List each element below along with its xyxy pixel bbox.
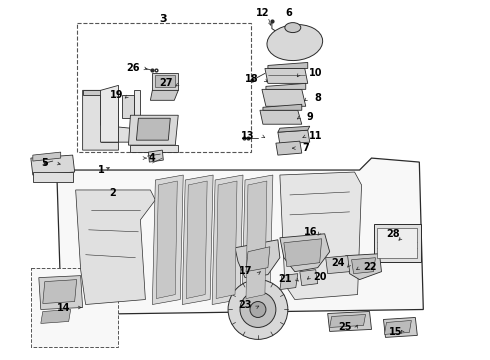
Text: 26: 26 [127,63,140,73]
Polygon shape [242,175,273,305]
Polygon shape [216,181,237,298]
Polygon shape [284,239,322,267]
Text: 13: 13 [241,131,255,141]
Polygon shape [136,118,171,140]
Ellipse shape [240,292,276,328]
Polygon shape [345,254,382,280]
Text: 12: 12 [256,8,270,18]
Polygon shape [280,234,330,272]
Polygon shape [280,172,362,300]
Polygon shape [83,90,100,95]
Text: 24: 24 [331,258,344,268]
Bar [373,224,421,262]
Polygon shape [263,104,302,110]
Bar [155,75,175,87]
Text: 15: 15 [389,327,402,337]
Polygon shape [300,270,318,285]
Polygon shape [100,95,119,142]
Text: 14: 14 [57,302,71,312]
Text: 9: 9 [306,112,313,122]
Text: 8: 8 [314,93,321,103]
Polygon shape [150,90,178,100]
Polygon shape [83,90,132,150]
Polygon shape [75,190,155,305]
Text: 2: 2 [109,188,116,198]
Text: 21: 21 [278,274,292,284]
Polygon shape [278,130,310,144]
Polygon shape [384,318,417,337]
Polygon shape [41,310,71,323]
Polygon shape [328,311,371,332]
Polygon shape [33,172,73,182]
Polygon shape [100,85,119,142]
Ellipse shape [228,280,288,339]
Bar [31,268,119,347]
Polygon shape [266,84,306,89]
Polygon shape [385,320,412,334]
Polygon shape [276,141,302,155]
Ellipse shape [250,302,266,318]
Text: 27: 27 [160,78,173,88]
Bar [76,23,251,152]
Text: 20: 20 [313,272,326,282]
Text: 19: 19 [110,90,123,100]
Text: 3: 3 [160,14,167,24]
Polygon shape [246,181,267,298]
Polygon shape [33,152,61,161]
Text: 7: 7 [302,143,309,153]
Text: 16: 16 [304,227,318,237]
Polygon shape [326,256,349,274]
Polygon shape [148,150,163,162]
Ellipse shape [285,23,301,32]
Text: 1: 1 [98,165,105,175]
Polygon shape [130,145,178,152]
Polygon shape [182,175,213,305]
Polygon shape [152,73,178,90]
Text: 28: 28 [387,229,400,239]
Text: 10: 10 [309,68,322,78]
Polygon shape [39,276,83,310]
Text: 5: 5 [41,158,48,168]
Text: 4: 4 [149,153,156,163]
Polygon shape [43,280,76,303]
Polygon shape [134,90,141,118]
Polygon shape [330,315,366,328]
Polygon shape [262,89,306,106]
Polygon shape [31,155,74,175]
Text: 11: 11 [309,131,322,141]
Polygon shape [152,175,183,305]
Polygon shape [265,68,308,84]
Polygon shape [186,181,207,298]
Ellipse shape [267,24,322,60]
Polygon shape [122,95,134,118]
Text: 23: 23 [238,300,252,310]
Polygon shape [268,62,308,68]
Text: 25: 25 [338,323,351,332]
Text: 18: 18 [245,75,259,84]
Polygon shape [280,274,298,289]
Polygon shape [212,175,243,305]
Polygon shape [260,110,302,124]
Text: 17: 17 [239,266,253,276]
Polygon shape [57,158,423,315]
Polygon shape [156,181,177,298]
Text: 22: 22 [363,262,376,272]
Polygon shape [235,240,280,278]
Polygon shape [128,115,178,145]
Text: 6: 6 [286,8,292,18]
Bar [377,228,417,258]
Polygon shape [352,258,375,274]
Polygon shape [246,247,270,272]
Polygon shape [278,126,310,132]
